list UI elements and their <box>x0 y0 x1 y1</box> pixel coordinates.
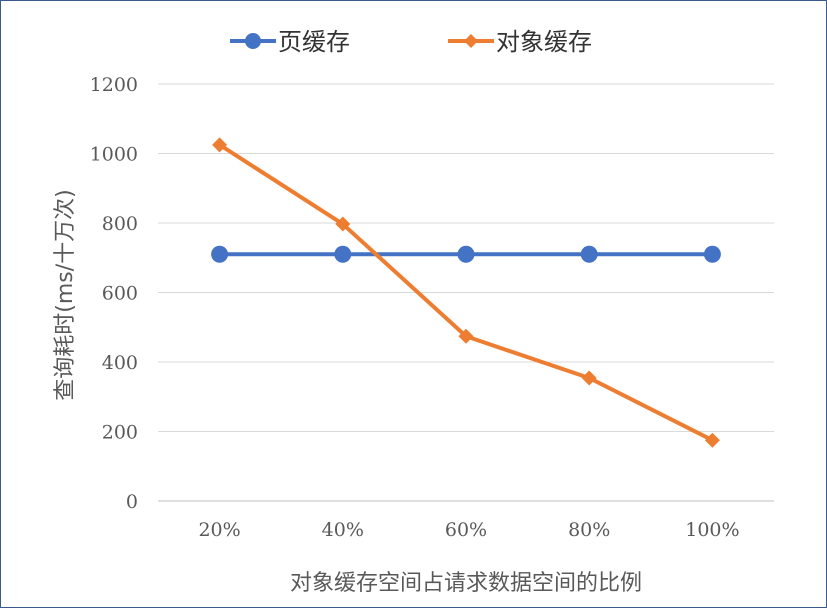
legend-marker <box>245 33 261 49</box>
data-point <box>703 245 721 263</box>
y-axis-ticks: 0 200 400 600 800 1000 1200 <box>90 74 138 513</box>
legend: 页缓存 对象缓存 <box>230 28 592 56</box>
y-tick-label: 1200 <box>90 74 138 96</box>
data-point <box>335 216 351 232</box>
y-axis-title: 查询耗时(ms/十万次) <box>53 189 78 400</box>
series-group <box>211 137 721 448</box>
data-point <box>581 370 597 386</box>
data-point <box>458 328 474 344</box>
y-tick-label: 800 <box>102 213 138 235</box>
legend-label: 页缓存 <box>278 28 350 56</box>
y-tick-label: 600 <box>102 283 138 305</box>
data-point <box>212 137 228 153</box>
x-axis-ticks: 20% 40% 60% 80% 100% <box>198 519 739 541</box>
y-tick-label: 0 <box>126 491 138 513</box>
x-tick-label: 60% <box>445 519 487 541</box>
x-tick-label: 100% <box>685 519 739 541</box>
y-tick-label: 200 <box>102 422 138 444</box>
x-axis-title: 对象缓存空间占请求数据空间的比例 <box>290 571 642 596</box>
data-point <box>457 245 475 263</box>
data-point <box>580 245 598 263</box>
data-point <box>211 245 229 263</box>
x-tick-label: 20% <box>198 519 240 541</box>
y-tick-label: 1000 <box>90 144 138 166</box>
data-point <box>334 245 352 263</box>
x-tick-label: 40% <box>322 519 364 541</box>
x-tick-label: 80% <box>568 519 610 541</box>
data-point <box>704 432 720 448</box>
legend-marker <box>464 34 478 48</box>
y-tick-label: 400 <box>102 352 138 374</box>
gridlines <box>158 83 774 502</box>
legend-label: 对象缓存 <box>496 28 592 56</box>
